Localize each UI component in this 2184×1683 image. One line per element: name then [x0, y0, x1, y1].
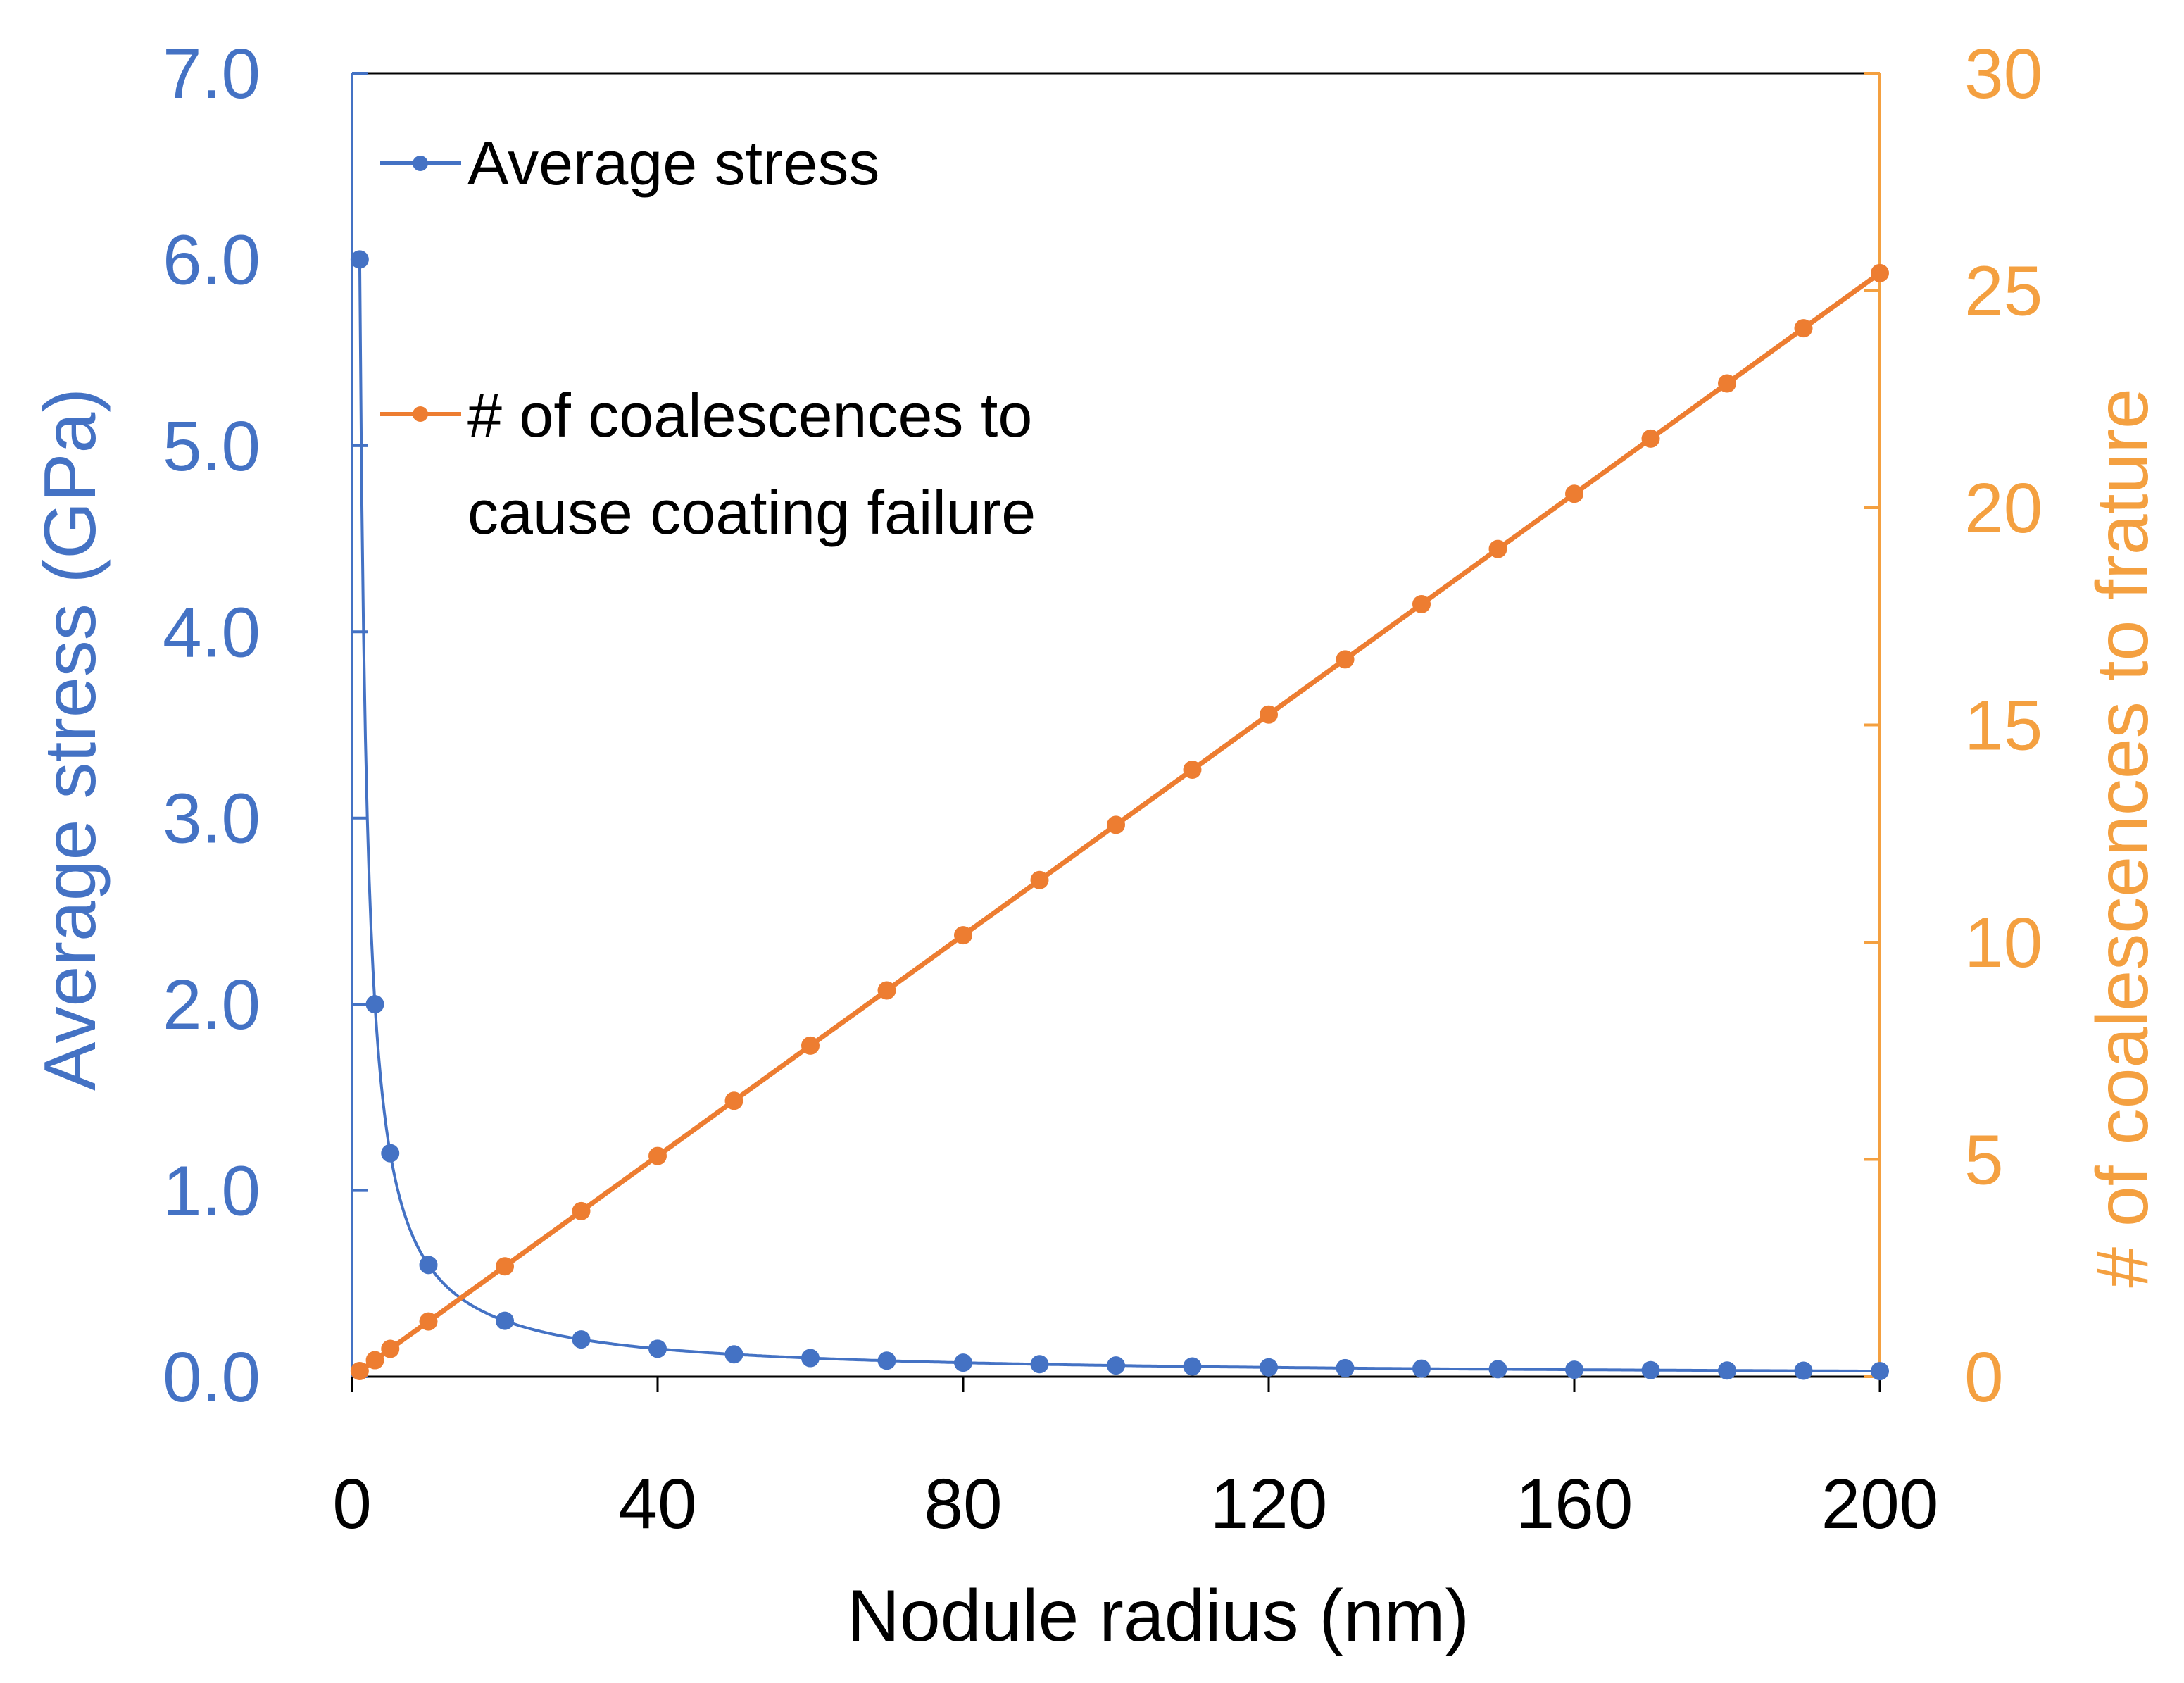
left-tick-label: 4.0	[163, 593, 261, 672]
data-point-stress	[1107, 1356, 1125, 1375]
x-tick-label: 40	[618, 1465, 696, 1544]
left-tick-label: 3.0	[163, 780, 261, 858]
x-axis-ticks: 0 40 80 120 160 200	[332, 1377, 1938, 1544]
data-point-coalescence	[496, 1257, 514, 1276]
data-point-stress	[1336, 1358, 1355, 1377]
left-tick-label: 2.0	[163, 965, 261, 1044]
data-point-stress	[724, 1345, 743, 1364]
data-point-stress	[365, 995, 384, 1014]
left-tick-label: 7.0	[163, 35, 261, 113]
left-tick-label: 1.0	[163, 1152, 261, 1231]
data-point-stress	[648, 1339, 667, 1358]
legend-entry-stress: Average stress	[380, 128, 879, 198]
data-point-stress	[1260, 1358, 1278, 1377]
data-point-coalescence	[1641, 429, 1660, 448]
left-axis-ticks: 0.0 1.0 2.0 3.0 4.0 5.0 6.0 7.0	[163, 35, 368, 1417]
right-axis-title: # of coalescences to frature	[2082, 388, 2164, 1288]
right-tick-label: 30	[1964, 35, 2042, 113]
data-point-coalescence	[877, 981, 896, 1000]
data-point-coalescence	[572, 1201, 591, 1220]
data-point-coalescence	[350, 1361, 369, 1380]
right-tick-label: 20	[1964, 469, 2042, 548]
legend-label-stress: Average stress	[467, 128, 879, 198]
x-tick-label: 160	[1516, 1465, 1633, 1544]
data-point-stress	[419, 1256, 438, 1275]
data-point-stress	[350, 250, 369, 269]
right-tick-label: 25	[1964, 252, 2042, 331]
data-point-stress	[1488, 1360, 1507, 1379]
right-tick-label: 10	[1964, 903, 2042, 982]
data-point-stress	[954, 1353, 972, 1372]
data-point-stress	[1412, 1359, 1431, 1378]
right-tick-label: 0	[1964, 1338, 2004, 1417]
data-point-coalescence	[1871, 263, 1889, 282]
left-tick-label: 0.0	[163, 1338, 261, 1417]
data-point-coalescence	[724, 1091, 743, 1110]
x-axis-title: Nodule radius (nm)	[847, 1575, 1469, 1657]
legend-label-coalescence-line2: cause coating failure	[467, 477, 1036, 547]
data-point-stress	[1641, 1360, 1660, 1379]
data-point-coalescence	[648, 1146, 667, 1165]
data-point-stress	[381, 1144, 400, 1163]
data-point-coalescence	[1107, 815, 1125, 834]
data-point-coalescence	[419, 1312, 438, 1331]
data-point-coalescence	[1260, 705, 1278, 724]
data-point-coalescence	[1030, 870, 1049, 889]
x-tick-label: 0	[332, 1465, 372, 1544]
data-point-stress	[1794, 1361, 1813, 1380]
data-point-stress	[1565, 1360, 1583, 1379]
left-tick-label: 6.0	[163, 220, 261, 299]
data-point-stress	[572, 1330, 591, 1349]
data-point-stress	[877, 1351, 896, 1370]
legend-label-coalescence-line1: # of coalescences to	[467, 380, 1032, 450]
left-axis-title: Average stress (GPa)	[30, 388, 111, 1091]
right-tick-label: 5	[1964, 1121, 2004, 1200]
data-point-coalescence	[1183, 761, 1202, 780]
data-point-coalescence	[1718, 374, 1736, 393]
series-layer	[350, 250, 1889, 1381]
right-tick-label: 15	[1964, 687, 2042, 765]
data-point-coalescence	[801, 1036, 820, 1055]
data-point-coalescence	[381, 1339, 400, 1358]
data-point-coalescence	[1336, 650, 1355, 669]
data-point-stress	[801, 1349, 820, 1368]
data-point-stress	[1030, 1355, 1049, 1374]
data-point-stress	[496, 1311, 514, 1330]
legend-entry-coalescence: # of coalescences to cause coating failu…	[380, 380, 1036, 547]
data-point-coalescence	[1794, 319, 1813, 338]
left-tick-label: 5.0	[163, 407, 261, 486]
legend-swatch-stress-marker	[413, 156, 428, 171]
data-point-stress	[1718, 1361, 1736, 1380]
right-axis-ticks: 0 5 10 15 20 25 30	[1864, 35, 2042, 1417]
data-point-stress	[1871, 1362, 1889, 1381]
data-point-stress	[1183, 1357, 1202, 1376]
data-point-coalescence	[1488, 539, 1507, 558]
data-point-coalescence	[1412, 594, 1431, 613]
legend: Average stress # of coalescences to caus…	[380, 128, 1036, 547]
x-tick-label: 120	[1210, 1465, 1328, 1544]
x-tick-label: 200	[1821, 1465, 1939, 1544]
data-point-coalescence	[365, 1351, 384, 1370]
legend-swatch-coalescence-marker	[413, 406, 428, 422]
data-point-coalescence	[954, 926, 972, 945]
data-point-coalescence	[1565, 484, 1583, 503]
x-tick-label: 80	[924, 1465, 1002, 1544]
